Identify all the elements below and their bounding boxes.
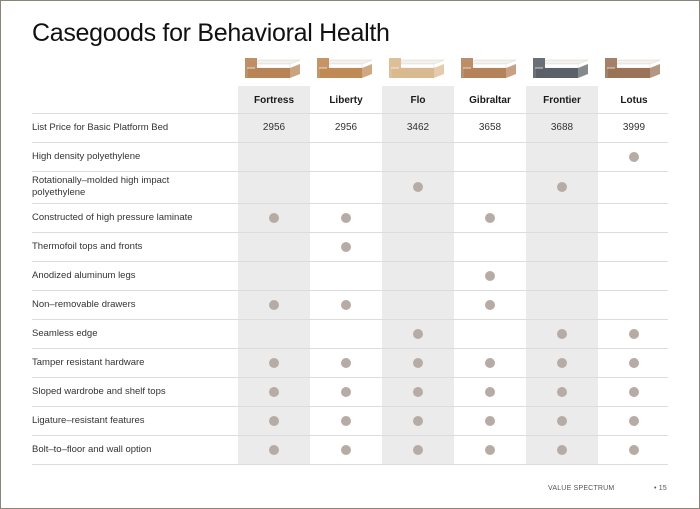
feature-dot <box>629 357 639 368</box>
row-label-feature: Constructed of high pressure laminate <box>32 211 193 223</box>
price-frontier: 3688 <box>550 121 574 133</box>
feature-dot <box>269 357 279 368</box>
feature-dot <box>341 444 351 455</box>
feature-dot <box>629 444 639 455</box>
row-divider <box>32 290 668 291</box>
feature-dot <box>341 241 351 252</box>
feature-dot <box>485 212 495 223</box>
feature-dot <box>269 415 279 426</box>
row-label-price: List Price for Basic Platform Bed <box>32 121 169 133</box>
feature-dot <box>557 357 567 368</box>
feature-dot <box>557 415 567 426</box>
column-header-gibraltar: Gibraltar <box>469 95 511 106</box>
feature-dot <box>557 182 567 192</box>
feature-dot <box>629 415 639 426</box>
footer-page-number: • 15 <box>654 485 667 492</box>
row-divider <box>32 377 668 378</box>
price-lotus: 3999 <box>622 121 646 133</box>
bed-image-flo <box>389 58 445 78</box>
row-label-feature: Rotationally–molded high impact polyethy… <box>32 175 170 198</box>
bed-image-fortress <box>245 58 301 78</box>
row-divider <box>32 406 668 407</box>
feature-dot <box>485 270 495 281</box>
bed-image-lotus <box>605 58 661 78</box>
page-title: Casegoods for Behavioral Health <box>32 19 390 47</box>
row-divider <box>32 348 668 349</box>
feature-dot <box>557 386 567 397</box>
price-flo: 3462 <box>406 121 430 133</box>
feature-dot <box>341 212 351 223</box>
feature-dot <box>269 299 279 310</box>
column-header-flo: Flo <box>410 95 426 106</box>
row-label-feature: Non–removable drawers <box>32 298 136 310</box>
row-divider <box>32 435 668 436</box>
feature-dot <box>629 328 639 339</box>
feature-dot <box>485 299 495 310</box>
feature-dot <box>269 444 279 455</box>
row-label-feature: Thermofoil tops and fronts <box>32 240 143 252</box>
bed-image-liberty <box>317 58 373 78</box>
shaded-column-flo <box>382 86 454 465</box>
feature-dot <box>413 182 423 192</box>
column-header-lotus: Lotus <box>620 95 648 106</box>
row-label-feature: Tamper resistant hardware <box>32 356 145 368</box>
row-label-feature: High density polyethylene <box>32 150 141 162</box>
feature-dot <box>485 415 495 426</box>
feature-dot <box>413 328 423 339</box>
row-divider <box>32 142 668 143</box>
feature-dot <box>485 357 495 368</box>
row-divider <box>32 464 668 465</box>
footer-section: VALUE SPECTRUM <box>548 485 615 492</box>
feature-dot <box>341 299 351 310</box>
row-divider <box>32 113 668 114</box>
row-label-feature: Bolt–to–floor and wall option <box>32 443 152 455</box>
price-gibraltar: 3658 <box>478 121 502 133</box>
feature-dot <box>341 415 351 426</box>
shaded-column-frontier <box>526 86 598 465</box>
feature-dot <box>413 444 423 455</box>
price-liberty: 2956 <box>334 121 358 133</box>
feature-dot <box>413 357 423 368</box>
column-header-fortress: Fortress <box>253 95 294 106</box>
feature-dot <box>341 357 351 368</box>
feature-dot <box>557 444 567 455</box>
row-divider <box>32 203 668 204</box>
row-divider <box>32 171 668 172</box>
feature-dot <box>269 212 279 223</box>
row-divider <box>32 319 668 320</box>
row-divider <box>32 261 668 262</box>
shaded-column-fortress <box>238 86 310 465</box>
row-divider <box>32 232 668 233</box>
column-header-frontier: Frontier <box>543 95 581 106</box>
bed-image-frontier <box>533 58 589 78</box>
feature-dot <box>413 386 423 397</box>
bed-image-gibraltar <box>461 58 517 78</box>
row-label-feature: Anodized aluminum legs <box>32 269 136 281</box>
feature-dot <box>485 386 495 397</box>
feature-dot <box>341 386 351 397</box>
column-header-liberty: Liberty <box>329 95 363 106</box>
row-label-feature: Sloped wardrobe and shelf tops <box>32 385 166 397</box>
row-label-feature: Ligature–resistant features <box>32 414 145 426</box>
feature-dot <box>269 386 279 397</box>
feature-dot <box>629 386 639 397</box>
feature-dot <box>485 444 495 455</box>
price-fortress: 2956 <box>262 121 286 133</box>
row-label-feature: Seamless edge <box>32 327 98 339</box>
feature-dot <box>629 151 639 162</box>
feature-dot <box>413 415 423 426</box>
feature-dot <box>557 328 567 339</box>
